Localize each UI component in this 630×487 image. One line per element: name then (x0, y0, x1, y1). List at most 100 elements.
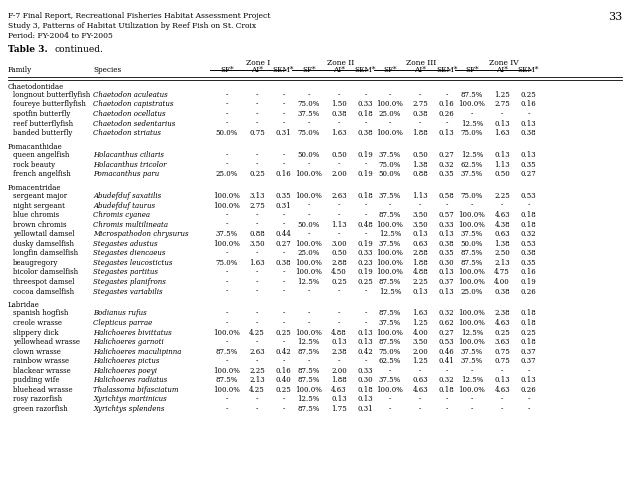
Text: 0.32: 0.32 (439, 309, 454, 318)
Text: -: - (527, 367, 530, 375)
Text: 100.0%: 100.0% (459, 211, 485, 219)
Text: 0.27: 0.27 (520, 170, 536, 178)
Text: Pomacanthidae: Pomacanthidae (8, 143, 62, 151)
Text: 12.5%: 12.5% (461, 151, 483, 159)
Text: -: - (282, 338, 285, 346)
Text: 0.88: 0.88 (249, 230, 265, 238)
Text: 3.50: 3.50 (413, 221, 428, 229)
Text: bicolor damselfish: bicolor damselfish (13, 268, 77, 277)
Text: threespot damsel: threespot damsel (13, 278, 74, 286)
Text: F-7 Final Report, Recreational Fisheries Habitat Assessment Project: F-7 Final Report, Recreational Fisheries… (8, 12, 270, 20)
Text: -: - (419, 202, 421, 209)
Text: -: - (389, 202, 391, 209)
Text: Xyrichtys martinicus: Xyrichtys martinicus (93, 395, 167, 403)
Text: 100.0%: 100.0% (214, 367, 240, 375)
Text: 4.75: 4.75 (494, 268, 510, 277)
Text: -: - (307, 211, 310, 219)
Text: -: - (364, 319, 367, 327)
Text: -: - (364, 119, 367, 128)
Text: 0.57: 0.57 (438, 211, 454, 219)
Text: -: - (282, 278, 285, 286)
Text: -: - (389, 395, 391, 403)
Text: -: - (445, 405, 448, 413)
Text: 12.5%: 12.5% (379, 230, 401, 238)
Text: 0.27: 0.27 (438, 329, 454, 337)
Text: -: - (445, 119, 448, 128)
Text: -: - (282, 268, 285, 277)
Text: clown wrasse: clown wrasse (13, 348, 60, 356)
Text: 100.0%: 100.0% (214, 386, 240, 394)
Text: 0.58: 0.58 (438, 192, 454, 200)
Text: 50.0%: 50.0% (379, 170, 401, 178)
Text: 0.13: 0.13 (521, 119, 536, 128)
Text: 87.5%: 87.5% (297, 405, 320, 413)
Text: slippery dick: slippery dick (13, 329, 58, 337)
Text: -: - (389, 405, 391, 413)
Text: 12.5%: 12.5% (297, 338, 320, 346)
Text: 4.38: 4.38 (495, 221, 510, 229)
Text: 100.0%: 100.0% (459, 386, 485, 394)
Text: 37.5%: 37.5% (461, 170, 483, 178)
Text: 37.5%: 37.5% (461, 230, 483, 238)
Text: 0.35: 0.35 (276, 192, 291, 200)
Text: 2.88: 2.88 (413, 249, 428, 257)
Text: -: - (226, 100, 228, 109)
Text: spanish hogfish: spanish hogfish (13, 309, 68, 318)
Text: Bodianus rufus: Bodianus rufus (93, 309, 147, 318)
Text: -: - (501, 405, 503, 413)
Text: 0.50: 0.50 (331, 151, 346, 159)
Text: -: - (471, 202, 473, 209)
Text: -: - (256, 319, 258, 327)
Text: 75.0%: 75.0% (215, 259, 238, 267)
Text: 50.0%: 50.0% (297, 151, 320, 159)
Text: -: - (282, 309, 285, 318)
Text: -: - (256, 151, 258, 159)
Text: -: - (527, 395, 530, 403)
Text: -: - (445, 367, 448, 375)
Text: -: - (445, 91, 448, 99)
Text: 37.5%: 37.5% (297, 110, 320, 118)
Text: -: - (282, 395, 285, 403)
Text: 0.33: 0.33 (358, 367, 373, 375)
Text: 0.27: 0.27 (438, 151, 454, 159)
Text: 1.75: 1.75 (331, 405, 346, 413)
Text: 0.25: 0.25 (520, 91, 536, 99)
Text: 0.25: 0.25 (276, 386, 292, 394)
Text: -: - (226, 268, 228, 277)
Text: -: - (364, 161, 367, 169)
Text: 0.44: 0.44 (276, 230, 292, 238)
Text: -: - (256, 338, 258, 346)
Text: 100.0%: 100.0% (377, 268, 403, 277)
Text: 37.5%: 37.5% (461, 357, 483, 365)
Text: 2.50: 2.50 (494, 249, 510, 257)
Text: Family: Family (8, 66, 32, 74)
Text: brown chromis: brown chromis (13, 221, 66, 229)
Text: 1.63: 1.63 (413, 309, 428, 318)
Text: -: - (307, 309, 310, 318)
Text: AI*: AI* (333, 66, 345, 74)
Text: banded butterfly: banded butterfly (13, 129, 72, 137)
Text: 0.50: 0.50 (331, 249, 346, 257)
Text: 12.5%: 12.5% (297, 278, 320, 286)
Text: 87.5%: 87.5% (379, 278, 401, 286)
Text: -: - (282, 221, 285, 229)
Text: -: - (256, 249, 258, 257)
Text: Chromis cyanea: Chromis cyanea (93, 211, 150, 219)
Text: Zone I: Zone I (246, 59, 270, 67)
Text: 1.88: 1.88 (331, 376, 346, 384)
Text: 0.38: 0.38 (331, 110, 346, 118)
Text: blue chromis: blue chromis (13, 211, 59, 219)
Text: -: - (256, 309, 258, 318)
Text: Thalassoma bifasciatum: Thalassoma bifasciatum (93, 386, 179, 394)
Text: -: - (226, 161, 228, 169)
Text: SEM*: SEM* (355, 66, 376, 74)
Text: 100.0%: 100.0% (459, 278, 485, 286)
Text: SEM*: SEM* (518, 66, 539, 74)
Text: -: - (471, 110, 473, 118)
Text: 0.13: 0.13 (358, 329, 373, 337)
Text: 100.0%: 100.0% (377, 259, 403, 267)
Text: Species: Species (93, 66, 122, 74)
Text: 0.19: 0.19 (358, 151, 373, 159)
Text: 0.25: 0.25 (331, 278, 346, 286)
Text: -: - (527, 405, 530, 413)
